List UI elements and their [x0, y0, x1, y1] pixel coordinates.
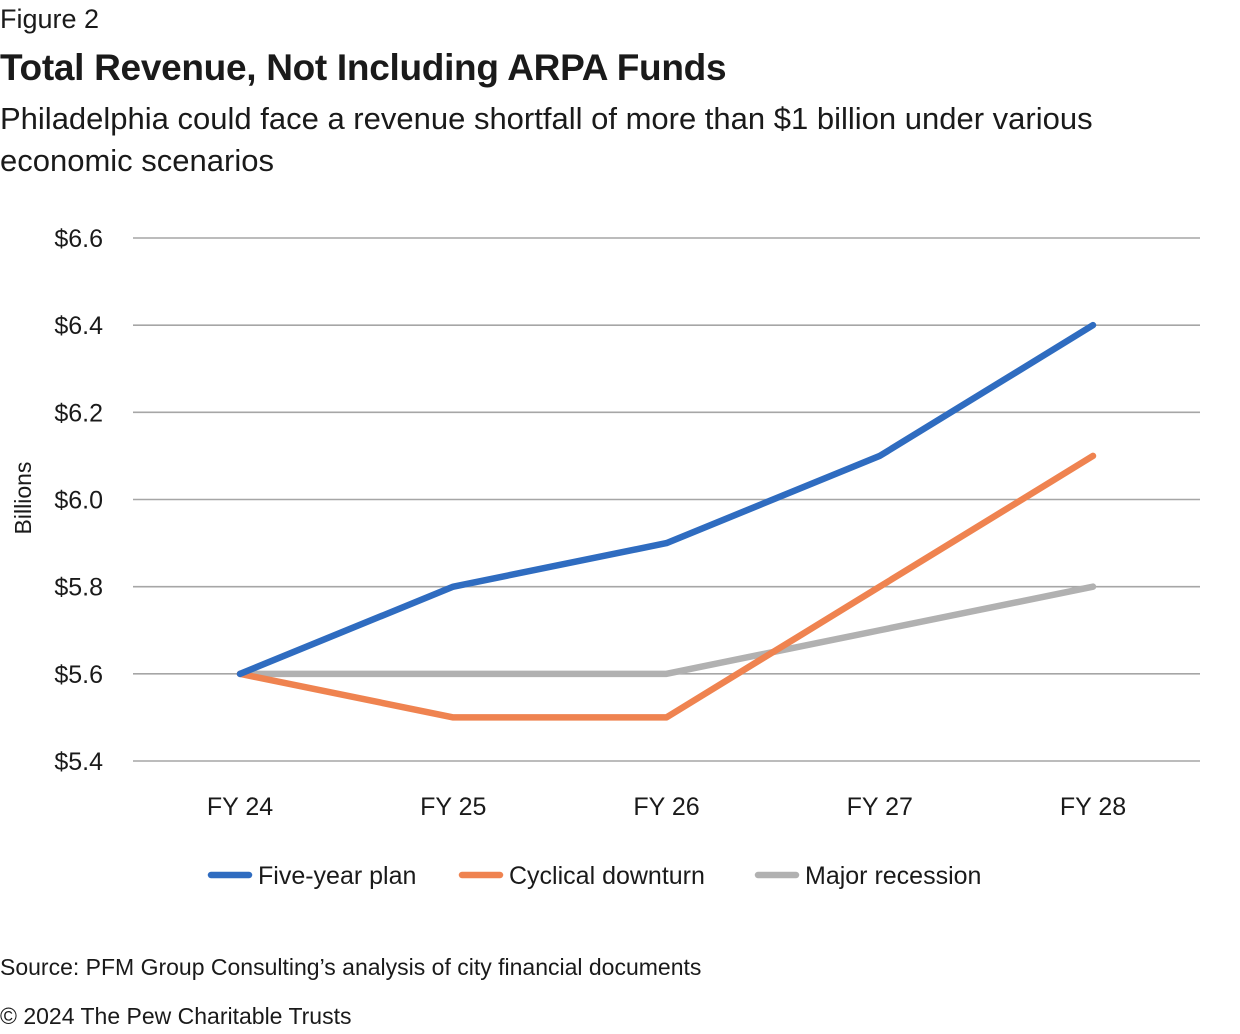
- x-tick-label: FY 24: [207, 793, 273, 821]
- x-axis-tick-labels: FY 24 FY 25 FY 26 FY 27 FY 28: [207, 793, 1126, 821]
- x-tick-label: FY 26: [633, 793, 699, 821]
- y-tick-label: $6.0: [54, 487, 103, 515]
- y-tick-label: $5.8: [54, 574, 103, 602]
- y-tick-label: $5.4: [54, 748, 103, 776]
- y-tick-label: $6.2: [54, 399, 103, 427]
- copyright-note: © 2024 The Pew Charitable Trusts: [0, 1003, 352, 1029]
- y-axis-tick-labels: $5.4 $5.6 $5.8 $6.0 $6.2 $6.4 $6.6: [54, 225, 103, 776]
- legend-label: Cyclical downturn: [509, 862, 705, 890]
- legend: Five-year plan Cyclical downturn Major rec…: [207, 862, 981, 890]
- x-tick-label: FY 28: [1060, 793, 1126, 821]
- chart-title: Total Revenue, Not Including ARPA Funds: [0, 47, 727, 88]
- revenue-line-chart: $5.4$5.6$5.8$6.0$6.2$6.4$6.6 FY 24 FY 25 F…: [10, 225, 1200, 890]
- figure-label: Figure 2: [0, 4, 100, 34]
- y-tick-label: $6.4: [54, 312, 103, 340]
- x-tick-label: FY 27: [847, 793, 913, 821]
- legend-label: Major recession: [805, 862, 981, 890]
- series-line-major-recession: [236, 583, 1097, 678]
- series-lines: [236, 321, 1097, 721]
- chart-subtitle: Philadelphia could face a revenue shortf…: [0, 101, 1093, 178]
- y-tick-label: $6.6: [54, 225, 103, 253]
- source-note: Source: PFM Group Consulting’s analysis …: [0, 954, 702, 980]
- y-tick-label: $5.6: [54, 661, 103, 689]
- x-tick-label: FY 25: [420, 793, 486, 821]
- y-axis-label: Billions: [10, 462, 36, 535]
- series-line-five-year-plan: [236, 321, 1097, 678]
- series-line-cyclical-downturn: [236, 452, 1097, 721]
- legend-label: Five-year plan: [258, 862, 416, 890]
